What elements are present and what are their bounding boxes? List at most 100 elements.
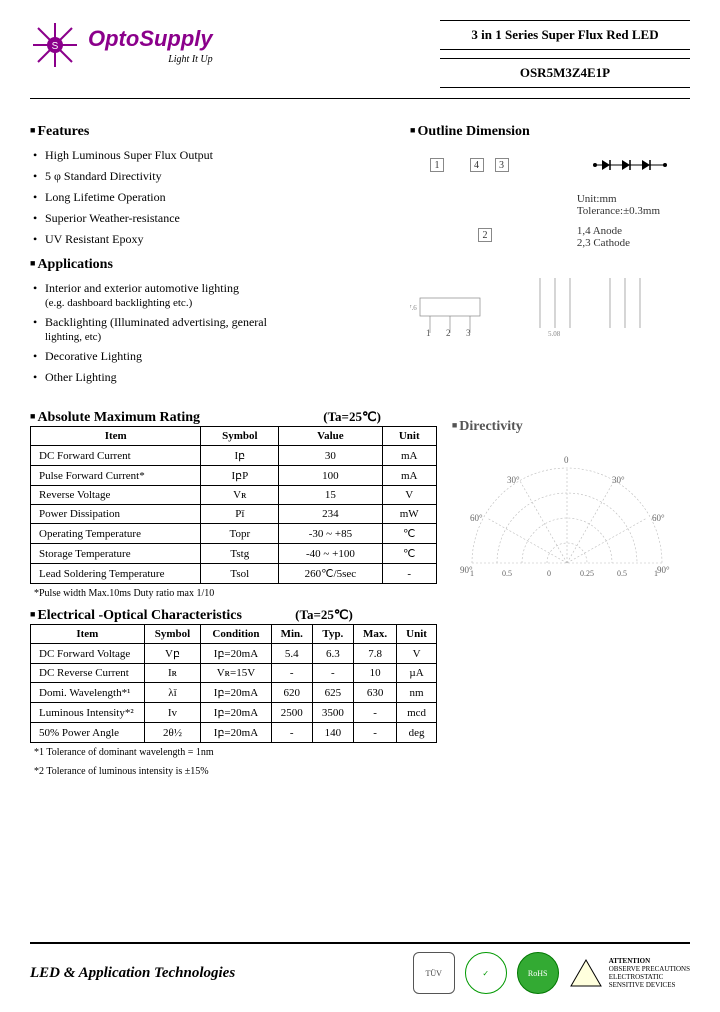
cell: µA <box>397 664 437 683</box>
cell: Iբ=20mA <box>201 703 271 723</box>
svg-text:5.08: 5.08 <box>548 330 561 338</box>
cell: 6.3 <box>312 644 353 664</box>
cell: Lead Soldering Temperature <box>31 564 201 584</box>
amr-heading-row: Absolute Maximum Rating (Ta=25℃) <box>30 409 437 426</box>
eoc-ta: (Ta=25℃) <box>295 607 353 623</box>
feature-item: UV Resistant Epoxy <box>45 232 390 247</box>
cell: -30 ~ +85 <box>279 524 382 544</box>
svg-text:1: 1 <box>426 328 431 338</box>
col-header: Unit <box>397 625 437 644</box>
company-name: OptoSupply <box>88 26 213 51</box>
feature-item: 5 φ Standard Directivity <box>45 169 390 184</box>
svg-text:0: 0 <box>564 455 569 465</box>
cell: Pǐ <box>201 505 279 524</box>
cell: 100 <box>279 466 382 486</box>
divider <box>30 98 690 99</box>
cell: Tsol <box>201 564 279 584</box>
cell: ℃ <box>382 524 436 544</box>
pin-label: 3 <box>495 158 509 172</box>
svg-text:1: 1 <box>470 569 474 578</box>
svg-text:2: 2 <box>446 328 451 338</box>
cell: Iբ <box>201 446 279 466</box>
pin-def: 2,3 Cathode <box>577 237 660 249</box>
header-titles: 3 in 1 Series Super Flux Red LED OSR5M3Z… <box>440 20 690 88</box>
cell: V <box>382 486 436 505</box>
col-header: Condition <box>201 625 271 644</box>
cell: deg <box>397 723 437 743</box>
cell: 3500 <box>312 703 353 723</box>
amr-heading: Absolute Maximum Rating <box>30 410 200 425</box>
cell: 2500 <box>271 703 312 723</box>
cell: Iʀ <box>144 664 201 683</box>
svg-text:0: 0 <box>547 569 551 578</box>
svg-text:60°: 60° <box>652 513 665 523</box>
eoc-note2: *2 Tolerance of luminous intensity is ±1… <box>34 766 437 777</box>
attention-line: OBSERVE PRECAUTIONS <box>609 965 690 973</box>
feature-item: Long Lifetime Operation <box>45 190 390 205</box>
application-item: Decorative Lighting <box>45 349 390 364</box>
product-series-title: 3 in 1 Series Super Flux Red LED <box>440 20 690 50</box>
feature-item: Superior Weather-resistance <box>45 211 390 226</box>
rohs-badge-icon: RoHS <box>517 952 559 994</box>
cell: Iբ=20mA <box>201 683 271 703</box>
cell: 15 <box>279 486 382 505</box>
cell: 630 <box>353 683 396 703</box>
cell: mW <box>382 505 436 524</box>
pin-def: 1,4 Anode <box>577 225 660 237</box>
cell: Domi. Wavelength*¹ <box>31 683 145 703</box>
application-main: Backlighting (Illuminated advertising, g… <box>45 315 267 329</box>
col-header: Symbol <box>201 427 279 446</box>
feature-item: High Luminous Super Flux Output <box>45 148 390 163</box>
cell: Vʀ <box>201 486 279 505</box>
cell: 260℃/5sec <box>279 564 382 584</box>
application-sub: (e.g. dashboard backlighting etc.) <box>45 297 390 309</box>
svg-text:60°: 60° <box>470 513 483 523</box>
application-sub: lighting, etc) <box>45 331 390 343</box>
tables-row: Absolute Maximum Rating (Ta=25℃) Item Sy… <box>30 409 690 785</box>
svg-text:S: S <box>52 41 59 52</box>
svg-text:30°: 30° <box>612 475 625 485</box>
package-drawing: 1 2 3 7.6 5.08 <box>410 268 670 338</box>
directivity-heading: Directivity <box>452 419 690 435</box>
cell: ℃ <box>382 544 436 564</box>
svg-text:0.5: 0.5 <box>617 569 627 578</box>
unit-label: Unit:mm <box>577 193 660 205</box>
eoc-note1: *1 Tolerance of dominant wavelength = 1n… <box>34 747 437 758</box>
col-header: Typ. <box>312 625 353 644</box>
cell: nm <box>397 683 437 703</box>
cell: IբP <box>201 466 279 486</box>
cell: - <box>353 703 396 723</box>
col-header: Max. <box>353 625 396 644</box>
cell: V <box>397 644 437 664</box>
amr-ta: (Ta=25℃) <box>323 409 381 425</box>
outline-diagram: 1 4 3 <box>410 148 690 348</box>
amr-note: *Pulse width Max.10ms Duty ratio max 1/1… <box>34 588 437 599</box>
cell: Reverse Voltage <box>31 486 201 505</box>
eoc-heading: Electrical -Optical Characteristics <box>30 608 242 623</box>
cell: 620 <box>271 683 312 703</box>
eoc-heading-row: Electrical -Optical Characteristics (Ta=… <box>30 607 437 624</box>
cell: Iբ=20mA <box>201 723 271 743</box>
attention-title: ATTENTION <box>609 957 690 965</box>
esd-triangle-icon <box>569 958 603 988</box>
cell: 30 <box>279 446 382 466</box>
application-item: Interior and exterior automotive lightin… <box>45 281 390 309</box>
attention-line: SENSITIVE DEVICES <box>609 981 690 989</box>
header: S OptoSupply Light It Up 3 in 1 Series S… <box>30 20 690 88</box>
cell: Vʀ=15V <box>201 664 271 683</box>
cell: Operating Temperature <box>31 524 201 544</box>
amr-table: Item Symbol Value Unit DC Forward Curren… <box>30 426 437 584</box>
outline-heading: Outline Dimension <box>410 124 690 140</box>
cell: mA <box>382 466 436 486</box>
svg-text:7.6: 7.6 <box>410 304 417 312</box>
col-header: Symbol <box>144 625 201 644</box>
esd-attention: ATTENTION OBSERVE PRECAUTIONS ELECTROSTA… <box>569 957 690 989</box>
col-header: Value <box>279 427 382 446</box>
datasheet-page: S OptoSupply Light It Up 3 in 1 Series S… <box>0 0 720 805</box>
cell: Luminous Intensity*² <box>31 703 145 723</box>
cell: -40 ~ +100 <box>279 544 382 564</box>
cell: 2θ½ <box>144 723 201 743</box>
tuv-badge-icon: TÜV <box>413 952 455 994</box>
star-logo-icon: S <box>30 20 80 70</box>
cell: Iv <box>144 703 201 723</box>
